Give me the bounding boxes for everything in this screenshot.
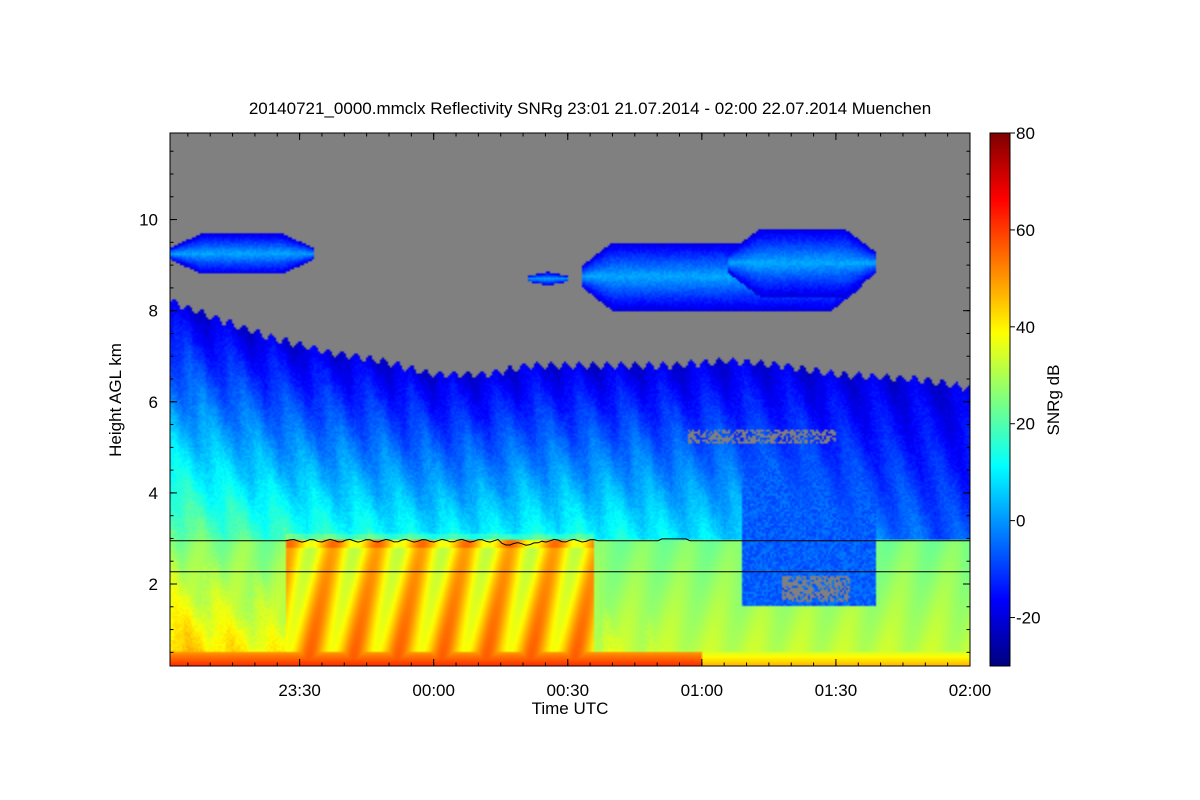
y-axis-label: Height AGL km bbox=[106, 343, 125, 457]
melting-layer-line-upper bbox=[170, 538, 970, 546]
colorbar-tick-label: 80 bbox=[1016, 124, 1035, 143]
colorbar-tick-label: -20 bbox=[1016, 609, 1041, 628]
x-tick-label: 01:30 bbox=[815, 681, 858, 700]
colorbar-tick-label: 60 bbox=[1016, 221, 1035, 240]
x-tick-label: 23:30 bbox=[278, 681, 321, 700]
y-tick-label: 2 bbox=[149, 575, 158, 594]
colorbar-gradient bbox=[989, 132, 1011, 667]
colorbar-tick-label: 20 bbox=[1016, 415, 1035, 434]
x-tick-label: 01:00 bbox=[681, 681, 724, 700]
x-axis-label: Time UTC bbox=[532, 699, 609, 718]
plot-area bbox=[169, 132, 971, 667]
colorbar-label: SNRg dB bbox=[1044, 365, 1063, 436]
x-tick-label: 02:00 bbox=[949, 681, 992, 700]
colorbar-tick-label: 40 bbox=[1016, 318, 1035, 337]
y-tick-label: 4 bbox=[149, 484, 158, 503]
x-tick-label: 00:30 bbox=[546, 681, 589, 700]
chart-title: 20140721_0000.mmclx Reflectivity SNRg 23… bbox=[249, 99, 931, 118]
y-axis: 2 4 6 8 10 bbox=[139, 150, 970, 653]
y-tick-label: 8 bbox=[149, 302, 158, 321]
y-tick-label: 10 bbox=[139, 211, 158, 230]
colorbar-tick-label: 0 bbox=[1016, 512, 1025, 531]
x-tick-label: 00:00 bbox=[412, 681, 455, 700]
y-tick-label: 6 bbox=[149, 393, 158, 412]
colorbar-axis: -20 0 20 40 60 80 bbox=[1010, 124, 1041, 628]
colorbar: -20 0 20 40 60 80 SNRg dB bbox=[989, 124, 1063, 667]
plot-frame bbox=[169, 132, 971, 667]
x-axis: 23:30 00:00 00:30 01:00 01:30 02:00 bbox=[187, 133, 992, 700]
reflectivity-field bbox=[170, 133, 970, 666]
